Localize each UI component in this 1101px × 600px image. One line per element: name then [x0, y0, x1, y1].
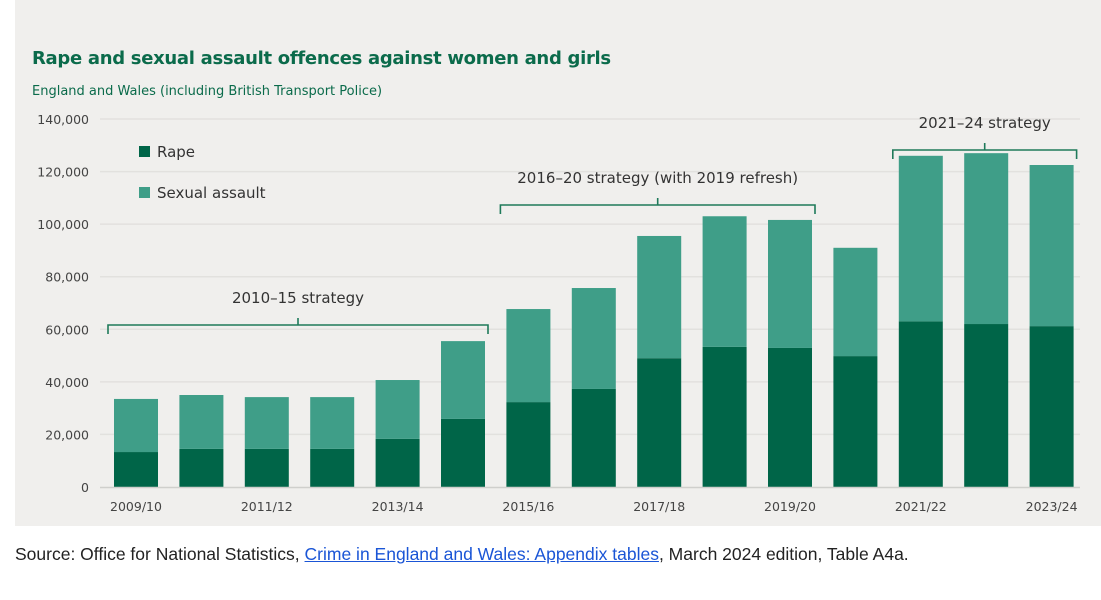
- bar-rape: [179, 448, 224, 487]
- bar-rape: [114, 452, 158, 487]
- bar-sexual-assault: [114, 398, 158, 453]
- bar-rape: [702, 346, 747, 487]
- bar-rape: [506, 402, 551, 487]
- bar-sexual-assault: [506, 309, 551, 403]
- x-tick-label: 2021/22: [895, 499, 947, 514]
- y-tick-label: 20,000: [45, 427, 89, 442]
- x-tick-label: 2015/16: [502, 499, 554, 514]
- annotation-bracket: [107, 318, 489, 334]
- legend-label: Sexual assault: [157, 184, 266, 202]
- x-tick-label: 2023/24: [1026, 499, 1078, 514]
- bar-rape: [964, 324, 1009, 487]
- x-tick-label: 2013/14: [372, 499, 424, 514]
- bar-rape: [441, 418, 485, 487]
- bar-rape: [310, 448, 355, 487]
- bar-rape: [244, 448, 289, 487]
- bar-rape: [898, 321, 943, 487]
- x-tick-label: 2011/12: [241, 499, 293, 514]
- source-prefix: Source: Office for National Statistics,: [15, 544, 305, 564]
- x-tick-label: 2009/10: [110, 499, 162, 514]
- y-tick-label: 100,000: [37, 217, 89, 232]
- bar-sexual-assault: [310, 397, 355, 449]
- chart-subtitle: England and Wales (including British Tra…: [32, 84, 383, 99]
- y-tick-label: 140,000: [37, 112, 89, 127]
- source-note: Source: Office for National Statistics, …: [15, 541, 1095, 567]
- bar-sexual-assault: [375, 380, 420, 439]
- bar-rape: [375, 438, 420, 487]
- y-tick-label: 0: [81, 480, 89, 495]
- source-suffix: , March 2024 edition, Table A4a.: [658, 544, 909, 564]
- bar-sexual-assault: [768, 219, 812, 348]
- y-tick-label: 60,000: [45, 322, 89, 337]
- bar-rape: [833, 356, 878, 487]
- bar-rape: [768, 347, 812, 487]
- bar-rape: [637, 358, 682, 487]
- x-tick-label: 2017/18: [633, 499, 685, 514]
- bar-sexual-assault: [898, 155, 943, 322]
- annotation-label: 2016–20 strategy (with 2019 refresh): [517, 169, 798, 187]
- y-tick-label: 120,000: [37, 165, 89, 180]
- bar-sexual-assault: [702, 216, 747, 347]
- bar-rape: [1029, 326, 1074, 487]
- bar-sexual-assault: [244, 397, 289, 449]
- bar-sexual-assault: [964, 153, 1009, 325]
- annotation-label: 2010–15 strategy: [232, 289, 364, 307]
- bar-rape: [571, 388, 616, 487]
- legend-swatch: [139, 146, 150, 157]
- bar-sexual-assault: [179, 395, 224, 449]
- source-link[interactable]: Crime in England and Wales: Appendix tab…: [304, 544, 659, 564]
- x-tick-label: 2019/20: [764, 499, 816, 514]
- bar-sexual-assault: [833, 247, 878, 357]
- chart-title: Rape and sexual assault offences against…: [32, 48, 611, 69]
- annotation-bracket: [892, 143, 1078, 159]
- annotation-bracket: [499, 198, 816, 214]
- bar-sexual-assault: [1029, 165, 1074, 327]
- legend-swatch: [139, 187, 150, 198]
- legend-label: Rape: [157, 143, 195, 161]
- annotation-label: 2021–24 strategy: [919, 114, 1051, 132]
- bar-chart: 0 20,000 40,000 60,000 80,000 100,000 120,000 1…: [37, 112, 1080, 514]
- y-tick-label: 40,000: [45, 375, 89, 390]
- y-tick-label: 80,000: [45, 270, 89, 285]
- bar-sexual-assault: [637, 235, 682, 359]
- bar-sexual-assault: [571, 288, 616, 389]
- bar-sexual-assault: [441, 341, 485, 419]
